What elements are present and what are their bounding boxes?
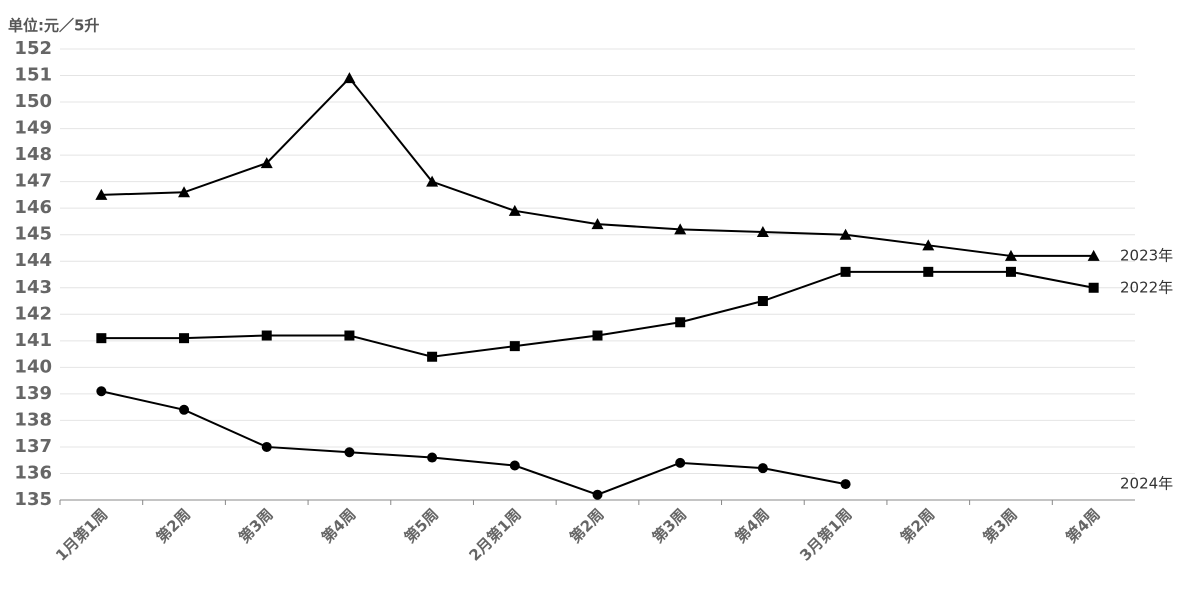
y-tick-label: 150 <box>14 91 52 112</box>
square-marker <box>1088 282 1099 293</box>
y-tick-label: 136 <box>14 462 52 483</box>
y-tick-label: 135 <box>14 489 52 510</box>
x-tick-label: 第2周 <box>566 505 607 546</box>
square-marker <box>179 333 190 344</box>
y-tick-label: 152 <box>14 38 52 59</box>
square-marker <box>757 296 768 307</box>
circle-marker <box>344 447 355 458</box>
unit-label: 单位:元／5升 <box>8 17 99 35</box>
y-tick-label: 147 <box>14 171 52 192</box>
triangle-marker <box>591 218 604 230</box>
triangle-marker <box>343 72 356 84</box>
square-marker <box>592 330 603 341</box>
circle-marker <box>592 489 603 500</box>
circle-marker <box>840 479 851 490</box>
circle-marker <box>509 460 520 471</box>
x-tick-label: 1月第1周 <box>52 505 111 564</box>
series-label: 2022年 <box>1120 278 1173 296</box>
y-tick-label: 141 <box>14 330 52 351</box>
circle-marker <box>261 441 272 452</box>
y-tick-label: 144 <box>14 250 52 271</box>
y-tick-label: 139 <box>14 383 52 404</box>
triangle-marker <box>1004 249 1017 261</box>
circle-marker <box>757 463 768 474</box>
circle-marker <box>96 386 107 397</box>
x-tick-label: 第3周 <box>649 505 690 546</box>
square-marker <box>96 333 107 344</box>
series-label: 2023年 <box>1120 246 1173 264</box>
series-label: 2024年 <box>1120 475 1173 493</box>
triangle-marker <box>922 239 935 251</box>
x-tick-label: 第2周 <box>897 505 938 546</box>
square-marker <box>509 341 520 352</box>
y-tick-label: 140 <box>14 356 52 377</box>
x-tick-label: 第5周 <box>401 505 442 546</box>
y-tick-label: 137 <box>14 436 52 457</box>
triangle-marker <box>508 204 521 216</box>
x-tick-label: 第4周 <box>318 505 359 546</box>
x-tick-label: 第3周 <box>235 505 276 546</box>
triangle-marker <box>674 223 687 235</box>
y-tick-label: 148 <box>14 144 52 165</box>
triangle-marker <box>1087 249 1100 261</box>
x-tick-label: 3月第1周 <box>796 505 855 564</box>
circle-marker <box>675 457 686 468</box>
series-line <box>101 390 846 496</box>
x-tick-label: 第2周 <box>153 505 194 546</box>
triangle-marker <box>260 157 273 169</box>
y-tick-label: 146 <box>14 197 52 218</box>
square-marker <box>923 266 934 277</box>
series-line <box>101 76 1094 257</box>
square-marker <box>427 351 438 362</box>
y-tick-label: 142 <box>14 303 52 324</box>
x-tick-label: 第3周 <box>980 505 1021 546</box>
triangle-marker <box>95 188 108 200</box>
x-tick-label: 2月第1周 <box>466 505 525 564</box>
x-tick-label: 第4周 <box>1062 505 1103 546</box>
square-marker <box>840 266 851 277</box>
y-tick-label: 145 <box>14 224 52 245</box>
square-marker <box>261 330 272 341</box>
triangle-marker <box>426 175 439 187</box>
x-tick-label: 第4周 <box>732 505 773 546</box>
y-tick-label: 143 <box>14 277 52 298</box>
circle-marker <box>427 452 438 463</box>
y-tick-label: 138 <box>14 409 52 430</box>
triangle-marker <box>178 186 191 198</box>
square-marker <box>344 330 355 341</box>
triangle-marker <box>839 228 852 240</box>
square-marker <box>1005 266 1016 277</box>
square-marker <box>675 317 686 328</box>
y-tick-label: 149 <box>14 118 52 139</box>
y-tick-label: 151 <box>14 65 52 86</box>
circle-marker <box>179 404 190 415</box>
triangle-marker <box>756 226 769 238</box>
